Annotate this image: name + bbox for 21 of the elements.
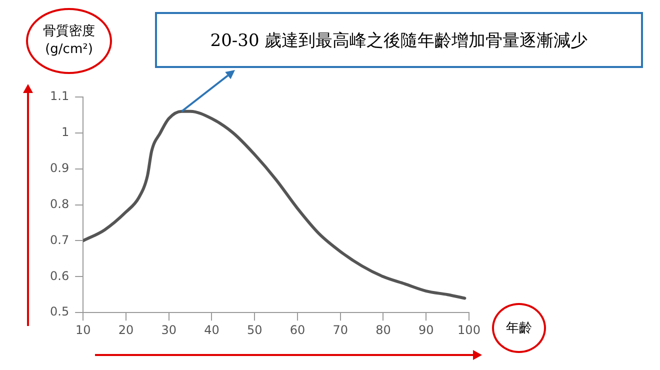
y-tick-label: 0.8 xyxy=(50,196,70,211)
x-tick-label: 30 xyxy=(161,322,176,337)
x-tick-label: 20 xyxy=(118,322,134,337)
line-series xyxy=(83,110,466,300)
y-tick-label: 1 xyxy=(61,125,70,140)
x-tick-label: 60 xyxy=(290,322,306,337)
y-tick-label: 0.9 xyxy=(50,160,70,175)
y-axis-title: 骨質密度 (g/cm²) xyxy=(26,8,112,74)
y-tick-label: 1.1 xyxy=(50,89,70,104)
x-tick-label: 70 xyxy=(332,322,348,337)
y-tick-label: 0.7 xyxy=(50,232,70,247)
x-tick-label: 90 xyxy=(418,322,434,337)
x-tick-label: 50 xyxy=(246,322,262,337)
y-tick-label: 0.6 xyxy=(50,268,70,283)
text: 20-30 歲達到最高峰之後隨年齡增加骨量逐漸減少 xyxy=(155,12,643,68)
x-tick-label: 10 xyxy=(75,322,91,337)
x-tick-label: 40 xyxy=(204,322,220,337)
x-tick-label: 100 xyxy=(458,322,480,337)
y-tick-label: 0.5 xyxy=(50,304,70,319)
x-axis-title: 年齡 xyxy=(492,303,546,353)
x-tick-label: 80 xyxy=(376,322,391,337)
